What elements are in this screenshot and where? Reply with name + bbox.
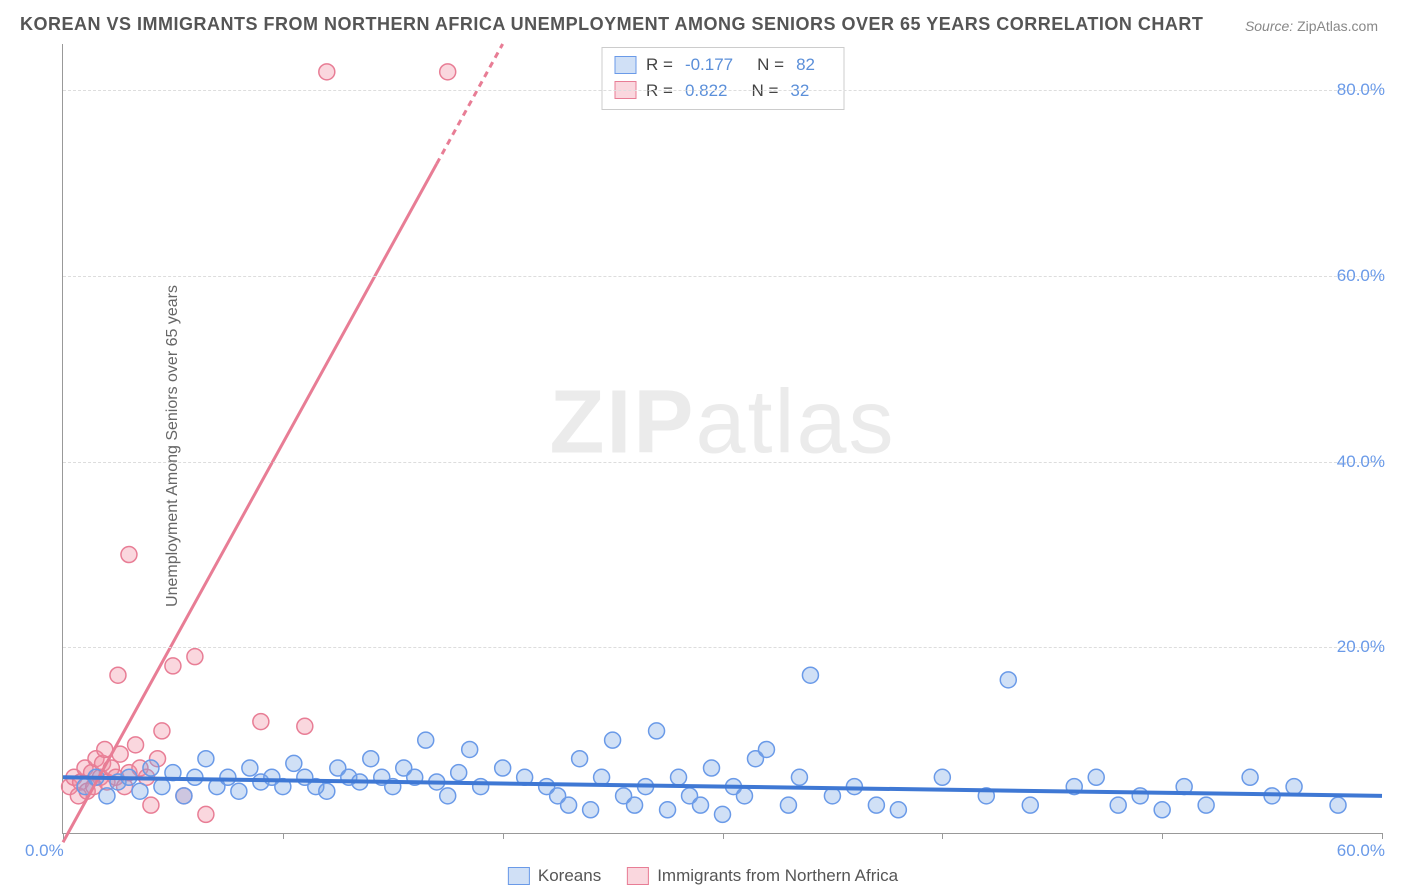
scatter-point: [242, 760, 258, 776]
scatter-point: [649, 723, 665, 739]
scatter-point: [802, 667, 818, 683]
gridline: [63, 276, 1382, 277]
scatter-point: [128, 737, 144, 753]
legend-label-koreans: Koreans: [538, 866, 601, 886]
scatter-point: [198, 806, 214, 822]
scatter-point: [363, 751, 379, 767]
y-tick-label: 60.0%: [1337, 266, 1385, 286]
scatter-point: [1286, 779, 1302, 795]
scatter-point: [561, 797, 577, 813]
legend-item-africa: Immigrants from Northern Africa: [627, 866, 898, 886]
scatter-point: [121, 547, 137, 563]
scatter-point: [583, 802, 599, 818]
scatter-point: [572, 751, 588, 767]
scatter-point: [715, 806, 731, 822]
scatter-point: [319, 64, 335, 80]
scatter-point: [253, 714, 269, 730]
scatter-point: [824, 788, 840, 804]
scatter-point: [758, 741, 774, 757]
legend-swatch-africa: [627, 867, 649, 885]
scatter-point: [627, 797, 643, 813]
x-tick: [283, 833, 284, 839]
scatter-point: [605, 732, 621, 748]
gridline: [63, 462, 1382, 463]
x-tick: [63, 833, 64, 839]
legend-item-koreans: Koreans: [508, 866, 601, 886]
scatter-point: [143, 797, 159, 813]
scatter-point: [1242, 769, 1258, 785]
scatter-point: [736, 788, 752, 804]
legend-label-africa: Immigrants from Northern Africa: [657, 866, 898, 886]
x-tick: [1382, 833, 1383, 839]
scatter-point: [671, 769, 687, 785]
scatter-point: [154, 723, 170, 739]
scatter-point: [1088, 769, 1104, 785]
y-tick-label: 40.0%: [1337, 452, 1385, 472]
gridline: [63, 647, 1382, 648]
gridline: [63, 90, 1382, 91]
scatter-point: [780, 797, 796, 813]
x-tick: [1162, 833, 1163, 839]
scatter-point: [99, 788, 115, 804]
scatter-point: [198, 751, 214, 767]
scatter-point: [934, 769, 950, 785]
scatter-point: [890, 802, 906, 818]
scatter-point: [187, 649, 203, 665]
scatter-point: [495, 760, 511, 776]
scatter-point: [693, 797, 709, 813]
scatter-point: [1330, 797, 1346, 813]
bottom-legend: Koreans Immigrants from Northern Africa: [508, 866, 898, 886]
scatter-point: [791, 769, 807, 785]
scatter-point: [1000, 672, 1016, 688]
scatter-point: [1110, 797, 1126, 813]
scatter-point: [418, 732, 434, 748]
scatter-point: [473, 779, 489, 795]
scatter-point: [1022, 797, 1038, 813]
y-tick-label: 20.0%: [1337, 637, 1385, 657]
scatter-point: [1198, 797, 1214, 813]
scatter-point: [132, 783, 148, 799]
scatter-point: [660, 802, 676, 818]
trend-line: [63, 164, 437, 843]
x-axis-end-label: 60.0%: [1337, 841, 1385, 861]
source-name: ZipAtlas.com: [1297, 18, 1378, 34]
scatter-point: [451, 765, 467, 781]
x-tick: [942, 833, 943, 839]
scatter-point: [176, 788, 192, 804]
chart-title: KOREAN VS IMMIGRANTS FROM NORTHERN AFRIC…: [20, 14, 1203, 35]
scatter-point: [319, 783, 335, 799]
x-tick: [723, 833, 724, 839]
scatter-point: [704, 760, 720, 776]
scatter-point: [1132, 788, 1148, 804]
scatter-point: [1154, 802, 1170, 818]
scatter-point: [143, 760, 159, 776]
scatter-point: [868, 797, 884, 813]
scatter-point: [286, 755, 302, 771]
legend-swatch-koreans: [508, 867, 530, 885]
scatter-point: [165, 658, 181, 674]
trend-line: [437, 44, 503, 164]
scatter-point: [110, 667, 126, 683]
x-axis-origin-label: 0.0%: [25, 841, 64, 861]
scatter-point: [297, 718, 313, 734]
source-prefix: Source:: [1245, 18, 1297, 34]
scatter-point: [154, 779, 170, 795]
scatter-point: [462, 741, 478, 757]
plot-area: ZIPatlas R = -0.177 N = 82 R = 0.822 N =…: [62, 44, 1382, 834]
source-attribution: Source: ZipAtlas.com: [1245, 18, 1378, 34]
x-tick: [503, 833, 504, 839]
chart-svg: [63, 44, 1382, 833]
scatter-point: [440, 64, 456, 80]
scatter-point: [440, 788, 456, 804]
y-tick-label: 80.0%: [1337, 80, 1385, 100]
scatter-point: [220, 769, 236, 785]
scatter-point: [231, 783, 247, 799]
